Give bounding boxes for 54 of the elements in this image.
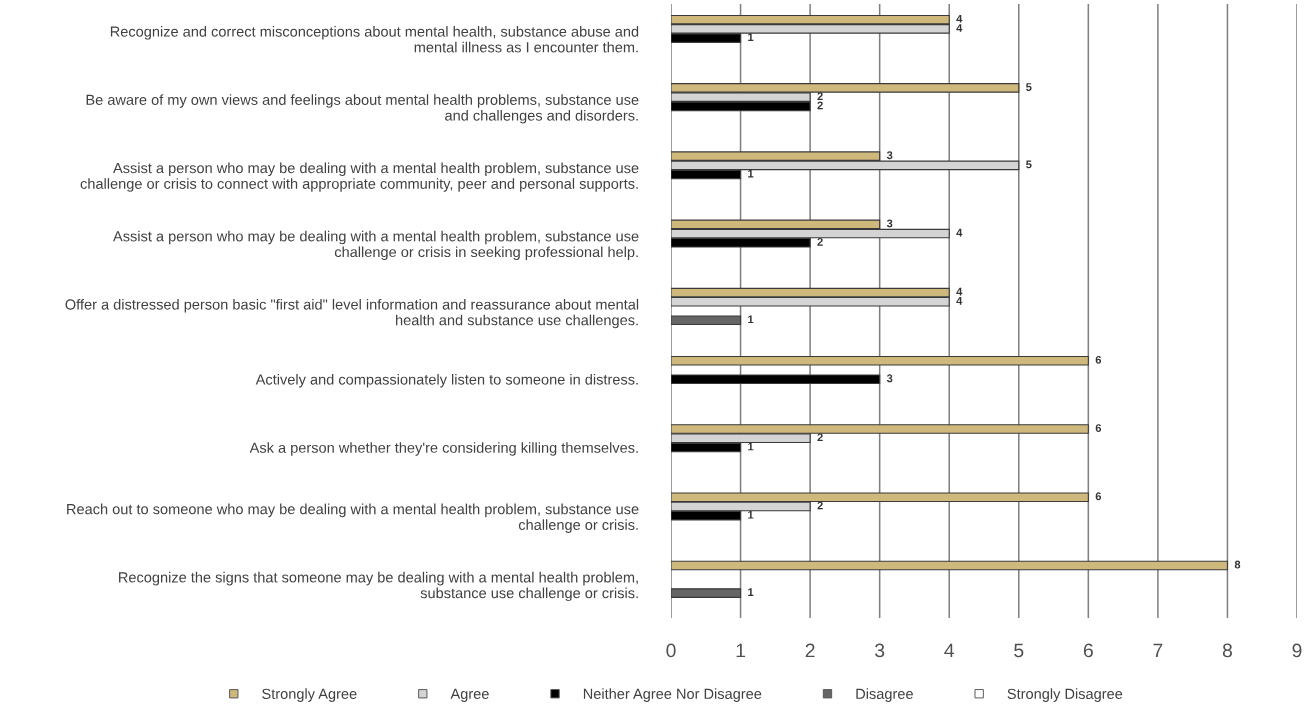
y-tick-label: Recognize the signs that someone may be dealing with a mental health problem, substance use challenge or crisis. bbox=[119, 571, 638, 602]
x-tick-label: 2 bbox=[805, 643, 815, 658]
bar bbox=[671, 315, 742, 326]
data-label: 3 bbox=[886, 219, 893, 228]
x-tick-label: 8 bbox=[1222, 643, 1233, 658]
data-label: 2 bbox=[817, 92, 823, 100]
data-label: 1 bbox=[748, 169, 754, 178]
legend-label: Agree bbox=[450, 688, 489, 702]
y-tick-label: Reach out to someone who may be dealing with a mental health problem, substance use challenge or crisis. bbox=[67, 503, 639, 533]
data-label: 6 bbox=[1095, 492, 1102, 501]
y-tick-label: Recognize and correct misconceptions about mental health, substance abuse and mental illness as I encounter them. bbox=[110, 26, 639, 53]
bar bbox=[671, 588, 742, 598]
y-tick-label: Assist a person who may be dealing with a mental health problem, substance use challenge or crisis to connect with appropriate community, peer and personal supports. bbox=[80, 162, 639, 192]
bar bbox=[671, 374, 881, 385]
data-label: 4 bbox=[956, 287, 963, 296]
data-label: 1 bbox=[748, 510, 754, 519]
data-label: 4 bbox=[956, 14, 963, 23]
data-label: 4 bbox=[956, 297, 963, 305]
data-label: 2 bbox=[817, 237, 823, 246]
x-tick-label: 1 bbox=[736, 643, 746, 658]
data-label: 5 bbox=[1026, 83, 1032, 91]
y-tick-label: Ask a person whether they're considering killing themselves. bbox=[249, 442, 638, 456]
data-label: 1 bbox=[748, 315, 754, 324]
data-label: 1 bbox=[748, 33, 754, 41]
data-label: 1 bbox=[748, 442, 754, 451]
data-label: 2 bbox=[817, 433, 823, 442]
y-tick-label: Actively and compassionately listen to someone in distress. bbox=[255, 373, 638, 388]
legend-label: Disagree bbox=[856, 688, 913, 702]
x-tick-label: 6 bbox=[1083, 643, 1093, 658]
legend-label: Strongly Disagree bbox=[1007, 688, 1123, 702]
x-tick-label: 4 bbox=[944, 643, 955, 658]
x-tick-label: 9 bbox=[1292, 643, 1302, 658]
data-label: 3 bbox=[886, 151, 893, 160]
y-tick-label: Offer a distressed person basic "first aid" level information and reassurance about mental health and substance use challenges. bbox=[65, 298, 639, 329]
x-tick-label: 0 bbox=[666, 643, 676, 658]
x-tick-label: 7 bbox=[1153, 643, 1163, 658]
data-label: 3 bbox=[886, 374, 893, 383]
data-label: 6 bbox=[1095, 355, 1102, 364]
data-label: 2 bbox=[817, 101, 823, 110]
y-tick-label: Assist a person who may be dealing with a mental health problem, substance use challenge or crisis in seeking professional help. bbox=[113, 230, 639, 260]
data-label: 8 bbox=[1234, 560, 1241, 569]
data-label: 4 bbox=[956, 228, 963, 237]
data-label: 4 bbox=[956, 24, 963, 32]
bar bbox=[671, 560, 1228, 571]
legend-label: Strongly Agree bbox=[262, 688, 357, 702]
y-tick-label: Be aware of my own views and feelings about mental health problems, substance use and challenges and disorders. bbox=[86, 94, 639, 124]
x-tick-label: 5 bbox=[1014, 643, 1024, 658]
legend-label: Neither Agree Nor Disagree bbox=[583, 688, 762, 702]
data-label: 6 bbox=[1095, 424, 1102, 433]
data-label: 5 bbox=[1026, 160, 1032, 169]
data-label: 2 bbox=[817, 501, 823, 510]
x-tick-label: 3 bbox=[875, 643, 885, 658]
data-label: 1 bbox=[748, 588, 754, 596]
bar bbox=[671, 356, 1089, 366]
